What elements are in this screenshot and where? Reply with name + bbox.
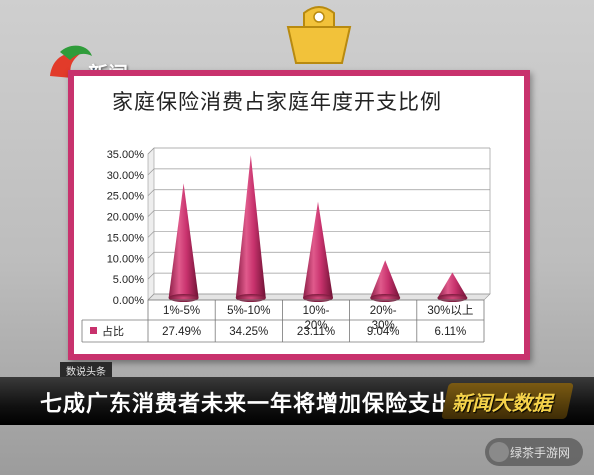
watermark-text: 绿茶手游网 xyxy=(510,446,571,460)
y-tick-label: 25.00% xyxy=(107,191,145,203)
gridline-side xyxy=(147,210,155,217)
y-tick-label: 35.00% xyxy=(107,149,145,161)
y-tick-label: 20.00% xyxy=(107,212,145,224)
y-tick-label: 30.00% xyxy=(107,170,145,182)
cone-body xyxy=(370,260,401,298)
gridline-side xyxy=(147,189,155,196)
clipboard-clip-icon xyxy=(286,6,352,64)
x-category-label: 20%- xyxy=(370,305,397,317)
cone-body xyxy=(235,155,266,298)
y-tick-label: 5.00% xyxy=(113,274,144,286)
cone-body xyxy=(303,201,333,298)
cone-chart: 0.00% 5.00% 10.00% 15.00% 20.00% 25.00% 30.00%… xyxy=(81,147,491,343)
cone-base xyxy=(303,294,333,302)
watermark-logo-icon xyxy=(489,442,509,462)
x-category-label: 10%- xyxy=(303,305,330,317)
legend-label: 占比 xyxy=(102,324,124,338)
y-tick-label: 0.00% xyxy=(113,295,144,307)
chart-board xyxy=(68,70,530,360)
cone-base xyxy=(437,294,468,302)
x-category-label: 30% xyxy=(372,320,395,332)
y-tick-label: 10.00% xyxy=(107,253,145,265)
cone-mark xyxy=(235,155,266,302)
gridline-side xyxy=(147,293,155,301)
headline-text: 七成广东消费者未来一年将增加保险支出 xyxy=(40,392,455,417)
chart-side-wall xyxy=(147,147,155,301)
data-value-label: 23.11% xyxy=(297,326,335,338)
cone-base xyxy=(370,294,401,302)
data-value-label: 6.11% xyxy=(435,326,467,338)
gridline-side xyxy=(147,168,155,176)
gridline-side xyxy=(147,147,155,155)
cone-base xyxy=(235,294,266,302)
x-category-label: 5%-10% xyxy=(227,305,270,317)
chart-title: 家庭保险消费占家庭年度开支比例 xyxy=(112,90,442,114)
cone-mark xyxy=(437,272,468,302)
cone-mark xyxy=(303,201,333,302)
cone-mark xyxy=(370,260,401,302)
gridline-side xyxy=(147,252,155,259)
x-category-label: 30%以上 xyxy=(427,304,473,317)
cone-mark xyxy=(168,183,199,302)
x-category-label: 1%-5% xyxy=(163,305,200,317)
cone-body xyxy=(168,183,199,298)
brand-text: 新闻大数据 xyxy=(452,391,552,415)
gridline-side xyxy=(147,231,155,238)
data-value-label: 9.04% xyxy=(367,326,400,338)
x-category-label: 20% xyxy=(304,320,327,332)
cone-body xyxy=(437,272,468,298)
legend-swatch xyxy=(90,327,97,334)
data-value-label: 34.25% xyxy=(229,326,268,338)
gridline-side xyxy=(147,272,155,280)
ticker-label: 数说头条 xyxy=(60,362,112,380)
data-value-label: 27.49% xyxy=(162,326,201,338)
y-tick-label: 15.00% xyxy=(107,232,145,244)
cone-base xyxy=(168,294,199,302)
